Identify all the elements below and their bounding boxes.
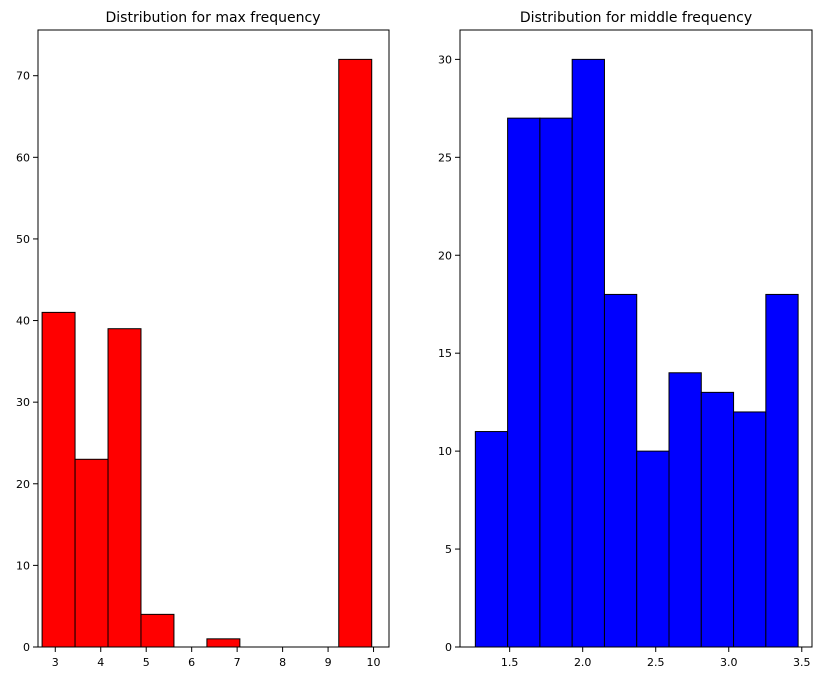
y-tick-label: 30 (438, 53, 452, 66)
chart-middle-frequency: Distribution for middle frequency 1.5 2.0… (438, 10, 813, 669)
x-tick-label: 6 (188, 656, 195, 669)
bars (474, 58, 799, 648)
histogram-bar (107, 328, 142, 648)
y-tick-label: 60 (16, 151, 30, 164)
histogram-bar (41, 311, 76, 648)
x-tick-label: 3.0 (720, 656, 738, 669)
histogram-bar (140, 613, 175, 648)
x-tick-label: 3 (52, 656, 59, 669)
y-tick-label: 20 (16, 478, 30, 491)
y-tick-label: 20 (438, 249, 452, 262)
x-tick-label: 4 (97, 656, 104, 669)
x-tick-label: 9 (325, 656, 332, 669)
y-tick-label: 0 (445, 641, 452, 654)
y-tick-label: 50 (16, 233, 30, 246)
histogram-bar (700, 391, 735, 648)
y-tick-label: 10 (16, 559, 30, 572)
x-tick-label: 7 (234, 656, 241, 669)
histogram-bar (603, 293, 638, 648)
y-tick-label: 40 (16, 315, 30, 328)
histogram-bar (474, 431, 509, 648)
x-tick-label: 1.5 (501, 656, 519, 669)
y-tick-label: 30 (16, 396, 30, 409)
y-tick-label: 70 (16, 70, 30, 83)
y-axis-ticks: 0 5 10 15 20 25 30 (438, 53, 460, 654)
chart-title: Distribution for max frequency (106, 10, 321, 26)
histogram-bar (539, 117, 573, 648)
histogram-bar (733, 411, 767, 648)
chart-max-frequency: Distribution for max frequency 3 4 5 6 7 8 9 10… (16, 10, 390, 669)
histogram-bar (668, 372, 702, 648)
x-axis-ticks: 3 4 5 6 7 8 9 10 (52, 647, 381, 669)
histogram-bar (338, 58, 373, 648)
histogram-bar (206, 638, 241, 648)
x-tick-label: 2.5 (647, 656, 665, 669)
y-axis-ticks: 0 10 20 30 40 50 60 70 (16, 70, 38, 654)
x-tick-label: 2.0 (574, 656, 592, 669)
y-tick-label: 25 (438, 151, 452, 164)
histogram-bar (571, 58, 605, 648)
x-tick-label: 8 (279, 656, 286, 669)
histogram-bar (74, 458, 109, 648)
x-tick-label: 3.5 (793, 656, 811, 669)
histogram-bar (507, 117, 541, 648)
histogram-bar (636, 450, 670, 648)
y-tick-label: 15 (438, 347, 452, 360)
x-axis-ticks: 1.5 2.0 2.5 3.0 3.5 (501, 647, 811, 669)
histogram-bar (765, 293, 799, 648)
axis-frame (37, 29, 390, 648)
y-tick-label: 10 (438, 445, 452, 458)
y-tick-label: 0 (23, 641, 30, 654)
axis-frame (459, 29, 813, 648)
y-tick-label: 5 (445, 543, 452, 556)
bars (41, 58, 373, 648)
x-tick-label: 10 (367, 656, 381, 669)
x-tick-label: 5 (143, 656, 150, 669)
chart-title: Distribution for middle frequency (520, 10, 752, 26)
